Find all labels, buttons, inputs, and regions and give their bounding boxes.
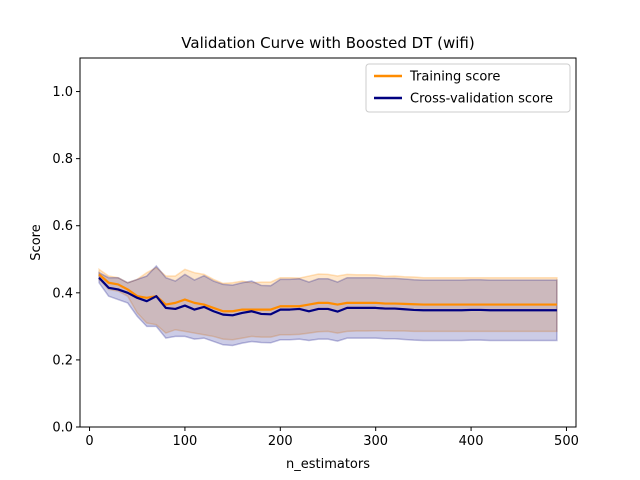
- line-training-score: [98, 273, 557, 313]
- plot-frame: [79, 57, 577, 428]
- legend-box: [365, 63, 571, 113]
- x-tick-label: 200: [268, 434, 293, 449]
- band-cross-validation: [98, 264, 558, 347]
- chart-title: Validation Curve with Boosted DT (wifi): [181, 34, 474, 52]
- y-axis-label: Score: [29, 224, 44, 260]
- x-tick-label: 500: [554, 434, 579, 449]
- legend: Training score Cross-validation score: [365, 63, 571, 113]
- x-tick-label: 0: [85, 434, 93, 449]
- y-tick-label: 0.6: [52, 219, 73, 234]
- y-tick-label: 0.0: [52, 421, 73, 436]
- confidence-bands: [98, 264, 558, 347]
- x-tick-label: 100: [173, 434, 198, 449]
- x-axis-ticks: 0 100 200 300 400 500: [85, 427, 579, 449]
- legend-entry-label: Cross-validation score: [410, 92, 553, 107]
- y-tick-label: 0.2: [52, 353, 73, 368]
- y-tick-label: 0.4: [52, 286, 73, 301]
- y-tick-label: 0.8: [52, 152, 73, 167]
- y-axis-ticks: 0.0 0.2 0.4 0.6 0.8 1.0: [52, 85, 80, 436]
- legend-entry-label: Training score: [409, 70, 500, 85]
- x-tick-label: 300: [363, 434, 388, 449]
- series-lines: [98, 273, 557, 317]
- y-tick-label: 1.0: [52, 85, 73, 100]
- x-tick-label: 400: [459, 434, 484, 449]
- line-cross-validation-score: [98, 276, 557, 317]
- x-axis-label: n_estimators: [286, 457, 370, 472]
